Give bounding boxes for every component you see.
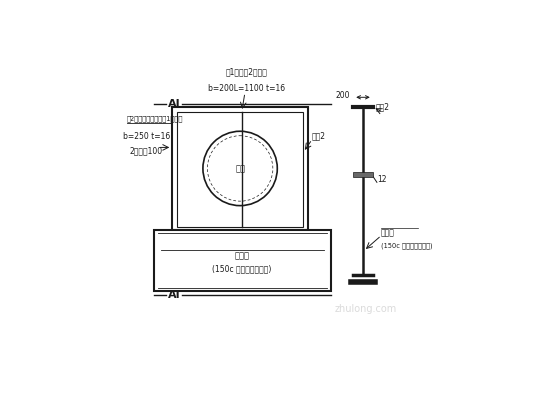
Text: 鑰2（与钓板垫板及鑰1合并）: 鑰2（与钓板垫板及鑰1合并）	[127, 115, 183, 122]
Bar	[172, 107, 308, 230]
Bar	[177, 112, 303, 227]
Text: 钉管: 钉管	[235, 164, 245, 173]
Text: b=250 t=16: b=250 t=16	[123, 131, 170, 141]
Text: 锃板2: 锃板2	[311, 131, 325, 141]
Text: zhulong.com: zhulong.com	[335, 304, 398, 314]
Text: 锃围樽: 锃围樽	[234, 251, 249, 260]
Bar	[155, 230, 330, 291]
Text: AⅠ: AⅠ	[167, 289, 180, 299]
Text: 200: 200	[335, 91, 350, 100]
Bar	[353, 173, 373, 177]
Text: 锃板2: 锃板2	[376, 102, 390, 111]
Text: 锃围樽: 锃围樽	[381, 228, 395, 238]
Text: (150c 热手普通工字锃): (150c 热手普通工字锃)	[381, 243, 432, 249]
Text: 12: 12	[377, 175, 386, 184]
Text: 2块间距100: 2块间距100	[130, 146, 163, 155]
Text: 鑰1（与鑰2合并）: 鑰1（与鑰2合并）	[226, 67, 268, 76]
Text: AⅠ: AⅠ	[167, 99, 180, 109]
Text: b=200L=1100 t=16: b=200L=1100 t=16	[208, 84, 285, 93]
Text: (150c 热手普通工字锃): (150c 热手普通工字锃)	[212, 264, 272, 273]
